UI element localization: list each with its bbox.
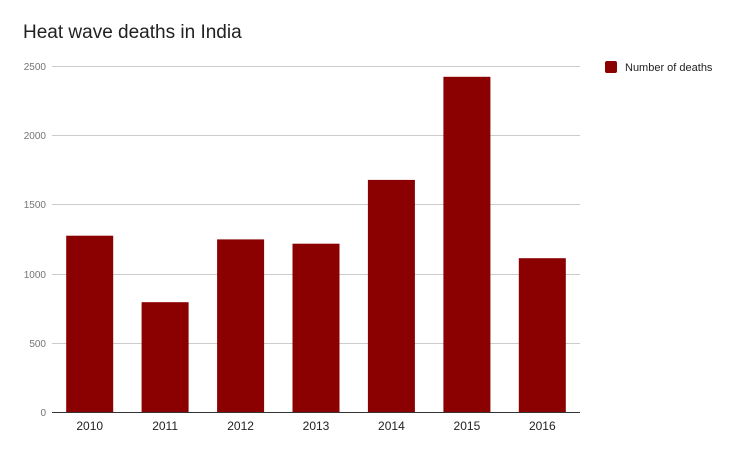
y-tick-label: 1000 [24,270,47,281]
bar-2010 [66,235,114,412]
bar-2012 [217,239,265,412]
x-tick-label: 2011 [152,419,178,433]
bar-2015 [443,76,491,413]
y-tick-label: 0 [40,408,46,419]
x-tick-label: 2013 [303,419,330,433]
x-axis-ticks: 2010 2011 2012 2013 2014 2015 2016 [76,419,556,433]
x-tick-label: 2014 [378,419,405,433]
bar-2014 [367,179,415,412]
x-tick-label: 2016 [529,419,556,433]
y-tick-label: 2000 [24,131,47,142]
x-tick-label: 2012 [227,419,254,433]
y-tick-label: 2500 [24,62,47,73]
legend-swatch [605,61,617,73]
bar-2013 [292,243,340,412]
chart-title: Heat wave deaths in India [23,22,242,43]
y-tick-label: 500 [29,339,46,350]
bar-2011 [141,302,189,412]
legend-label: Number of deaths [625,62,713,74]
bars [66,76,566,413]
y-axis-ticks: 0 500 1000 1500 2000 2500 [24,62,47,419]
y-tick-label: 1500 [24,200,47,211]
bar-2016 [518,258,566,412]
x-tick-label: 2015 [454,419,481,433]
legend: Number of deaths [605,61,713,74]
x-tick-label: 2010 [76,419,103,433]
